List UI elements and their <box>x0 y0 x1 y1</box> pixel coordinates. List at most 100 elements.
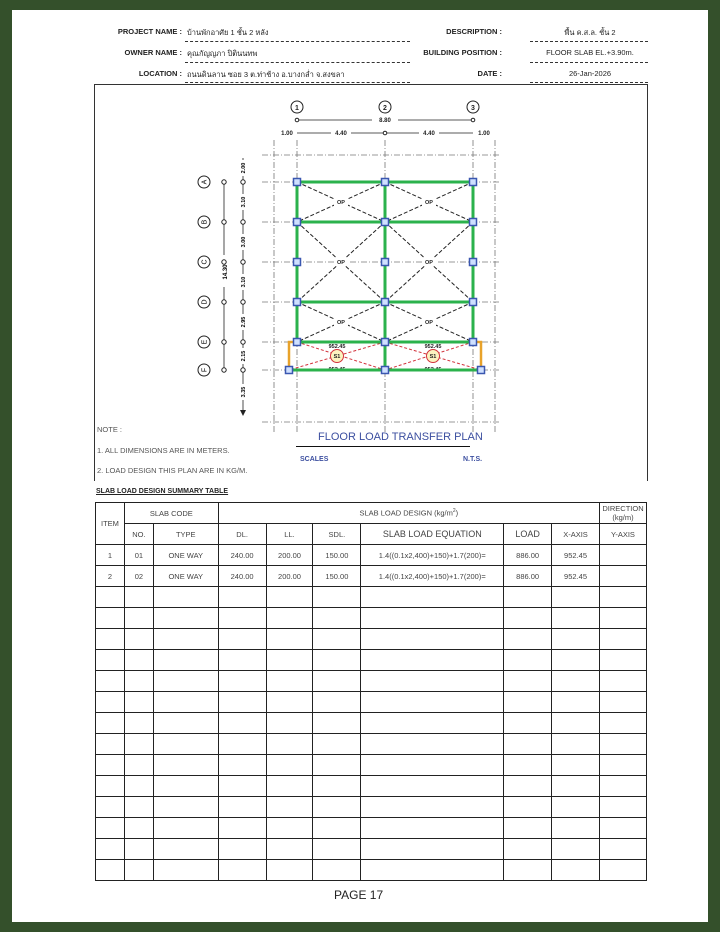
grid-bubble <box>290 100 304 114</box>
opening-label: OP <box>337 260 345 266</box>
dim-node <box>240 179 246 185</box>
table-cell <box>123 712 154 734</box>
table-cell: 2 <box>95 565 125 587</box>
column <box>468 297 478 307</box>
header-sdl-: SDL. <box>312 523 362 545</box>
op-bg <box>334 318 348 326</box>
table-cell <box>123 670 154 692</box>
dim-bg <box>372 115 398 124</box>
table-cell <box>503 649 553 671</box>
header-no-: NO. <box>123 523 154 545</box>
dimension-total: 8.80 <box>379 118 391 124</box>
dimension-value: 1.00 <box>281 131 293 137</box>
table-cell <box>123 586 154 608</box>
table-cell <box>503 670 553 692</box>
table-cell <box>503 754 553 776</box>
table-cell <box>360 586 505 608</box>
table-cell: 1 <box>95 544 125 566</box>
table-cell <box>551 817 600 839</box>
table-cell <box>598 607 648 629</box>
table-cell <box>217 796 267 818</box>
building-position-label: BUILDING POSITION : <box>423 48 502 57</box>
table-row <box>95 586 648 608</box>
table-cell <box>265 775 314 797</box>
table-cell <box>598 712 648 734</box>
table-cell <box>123 607 154 629</box>
opening-line <box>384 221 474 303</box>
dimension-value: 2.15 <box>241 351 247 362</box>
table-cell <box>312 754 362 776</box>
table-cell <box>123 754 154 776</box>
table-row: 1 01 ONE WAY 240.00 200.00 150.00 1.4((0.1x2,4… <box>95 544 648 566</box>
note-title: NOTE : <box>97 425 123 434</box>
table-cell <box>95 733 125 755</box>
project-name-label: PROJECT NAME : <box>117 27 182 36</box>
table-row <box>95 754 648 776</box>
dimension-value: 4.40 <box>335 131 347 137</box>
opening-label: OP <box>337 320 345 326</box>
table-cell <box>598 796 648 818</box>
table-row <box>95 859 648 881</box>
table-cell <box>265 754 314 776</box>
table-cell: 200.00 <box>265 544 314 566</box>
table-cell <box>123 649 154 671</box>
dim-bg <box>239 348 247 364</box>
table-row <box>95 712 648 734</box>
table-cell <box>152 796 219 818</box>
table-cell <box>95 691 125 713</box>
table-row <box>95 817 648 839</box>
dim-bg <box>239 160 247 176</box>
grid-bubble <box>197 215 211 229</box>
header-dl-: DL. <box>217 523 267 545</box>
table-cell <box>265 628 314 650</box>
table-cell <box>217 859 267 881</box>
dim-bg <box>239 194 247 210</box>
header-item: ITEM <box>95 502 125 545</box>
table-cell <box>123 838 154 860</box>
owner-name-value: คุณกัญญภา ปิตินนทพ <box>187 49 258 58</box>
table-cell <box>123 796 154 818</box>
op-bg <box>334 258 348 266</box>
table-title: SLAB LOAD DESIGN SUMMARY TABLE <box>96 488 229 495</box>
table-cell: 240.00 <box>217 544 267 566</box>
load-value: 952.45 <box>329 344 346 350</box>
dim-bg <box>239 314 247 330</box>
table-cell <box>217 586 267 608</box>
arrow-icon <box>240 410 246 416</box>
slab-label: S1 <box>334 354 341 360</box>
header-slab-code: SLAB CODE <box>123 502 219 524</box>
table-cell <box>360 796 505 818</box>
table-cell: ONE WAY <box>152 565 219 587</box>
table-cell <box>598 565 648 587</box>
dim-node <box>240 219 246 225</box>
table-cell <box>95 838 125 860</box>
column <box>284 365 294 375</box>
building-position-value: FLOOR SLAB EL.+3.90m. <box>546 48 634 57</box>
table-cell <box>503 775 553 797</box>
table-cell <box>551 796 600 818</box>
grid-bubble <box>466 100 480 114</box>
table-cell <box>95 859 125 881</box>
table-cell <box>152 859 219 881</box>
table-cell <box>265 838 314 860</box>
description-value: พื้น ค.ส.ล. ชั้น 2 <box>564 28 616 37</box>
table-cell: 02 <box>123 565 154 587</box>
dim-bg <box>419 128 439 137</box>
opening-line <box>384 221 474 303</box>
table-row <box>95 691 648 713</box>
op-bg <box>422 198 436 206</box>
table-cell: 952.45 <box>551 544 600 566</box>
table-row <box>95 670 648 692</box>
table-cell <box>123 733 154 755</box>
note-item: 2. LOAD DESIGN THIS PLAN ARE IN KG/M. <box>97 466 248 475</box>
table-cell <box>123 691 154 713</box>
table-cell <box>360 607 505 629</box>
column <box>380 365 390 375</box>
plan-panel <box>94 84 648 481</box>
dim-node <box>470 117 476 123</box>
table-cell <box>503 733 553 755</box>
table-cell <box>312 712 362 734</box>
dimension-value: 4.40 <box>423 131 435 137</box>
dim-node <box>221 339 227 345</box>
table-cell <box>123 817 154 839</box>
